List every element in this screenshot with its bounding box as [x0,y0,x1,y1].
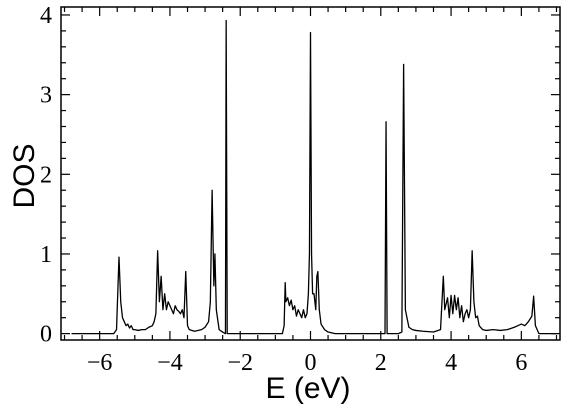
x-tick-label: 6 [515,350,527,376]
x-tick-label: 0 [305,350,317,376]
axis-ticks [61,7,560,340]
x-tick-label: −2 [227,350,253,376]
x-axis-title: E (eV) [265,372,350,405]
y-tick-label: 1 [40,242,52,268]
tick-labels: −6 −4 −2 0 2 4 6 0 1 2 3 4 [40,3,527,376]
y-tick-label: 0 [40,322,52,348]
x-tick-label: 2 [375,350,387,376]
y-tick-label: 4 [40,3,52,29]
y-tick-label: 3 [40,83,52,109]
y-tick-label: 2 [40,162,52,188]
dos-series-line [71,19,557,335]
x-tick-label: −4 [157,350,183,376]
x-tick-label: −6 [87,350,113,376]
y-axis-title: DOS [8,143,41,208]
x-tick-label: 4 [445,350,457,376]
